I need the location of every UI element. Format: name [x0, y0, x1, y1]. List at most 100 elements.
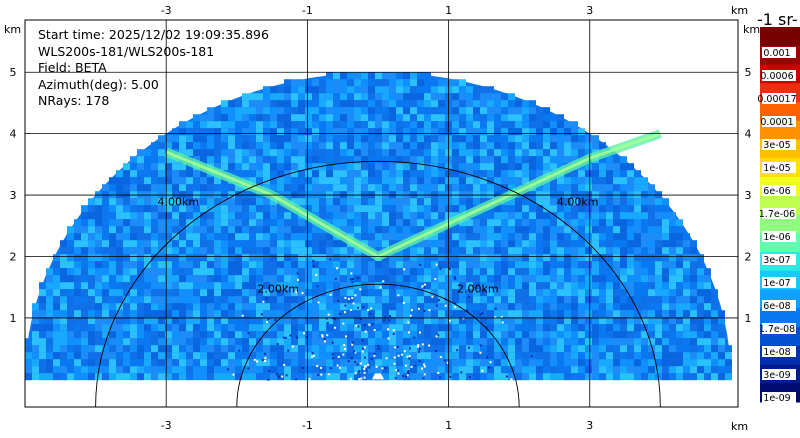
heatmap-cell	[690, 352, 697, 360]
heatmap-cell	[151, 226, 158, 234]
heatmap-cell	[263, 212, 270, 220]
heatmap-cell	[200, 142, 207, 150]
heatmap-cell	[564, 352, 571, 360]
heatmap-cell	[690, 359, 697, 367]
heatmap-cell	[515, 135, 522, 143]
heatmap-cell	[515, 254, 522, 262]
heatmap-cell	[312, 324, 319, 332]
heatmap-cell	[214, 219, 221, 227]
heatmap-cell	[529, 128, 536, 136]
heatmap-cell	[319, 366, 326, 374]
heatmap-cell	[263, 114, 270, 122]
heatmap-cell	[396, 100, 403, 108]
heatmap-cell	[368, 226, 375, 234]
heatmap-cell	[130, 170, 137, 178]
heatmap-cell	[312, 142, 319, 150]
heatmap-cell	[67, 359, 74, 367]
heatmap-cell	[165, 345, 172, 353]
heatmap-cell	[354, 338, 361, 346]
heatmap-cell	[417, 338, 424, 346]
heatmap-cell	[256, 310, 263, 318]
heatmap-cell	[564, 205, 571, 213]
heatmap-cell	[599, 268, 606, 276]
heatmap-cell	[109, 345, 116, 353]
heatmap-cell	[424, 373, 431, 381]
heatmap-cell	[473, 142, 480, 150]
speckle-cell	[296, 336, 299, 339]
heatmap-cell	[249, 247, 256, 255]
heatmap-cell	[382, 296, 389, 304]
heatmap-cell	[690, 268, 697, 276]
speckle-cell	[454, 302, 457, 305]
heatmap-cell	[221, 373, 228, 381]
heatmap-cell	[256, 289, 263, 297]
heatmap-cell	[522, 268, 529, 276]
heatmap-cell	[501, 359, 508, 367]
heatmap-cell	[277, 86, 284, 94]
heatmap-cell	[291, 254, 298, 262]
heatmap-cell	[340, 240, 347, 248]
heatmap-cell	[410, 170, 417, 178]
heatmap-cell	[410, 317, 417, 325]
heatmap-cell	[368, 352, 375, 360]
heatmap-cell	[361, 352, 368, 360]
speckle-cell	[323, 337, 326, 340]
heatmap-cell	[522, 317, 529, 325]
heatmap-cell	[396, 86, 403, 94]
heatmap-cell	[151, 317, 158, 325]
heatmap-cell	[466, 219, 473, 227]
heatmap-cell	[179, 310, 186, 318]
heatmap-cell	[305, 170, 312, 178]
heatmap-cell	[585, 170, 592, 178]
speckle-cell	[331, 353, 334, 356]
heatmap-cell	[109, 268, 116, 276]
heatmap-cell	[228, 212, 235, 220]
heatmap-cell	[270, 247, 277, 255]
heatmap-cell	[298, 79, 305, 87]
heatmap-cell	[298, 359, 305, 367]
heatmap-cell	[438, 205, 445, 213]
heatmap-cell	[249, 359, 256, 367]
heatmap-cell	[396, 107, 403, 115]
heatmap-cell	[438, 317, 445, 325]
heatmap-cell	[375, 93, 382, 101]
heatmap-cell	[389, 177, 396, 185]
heatmap-cell	[424, 135, 431, 143]
heatmap-cell	[480, 233, 487, 241]
heatmap-cell	[508, 303, 515, 311]
heatmap-cell	[529, 261, 536, 269]
heatmap-cell	[312, 93, 319, 101]
heatmap-cell	[403, 331, 410, 339]
heatmap-cell	[305, 156, 312, 164]
heatmap-cell	[326, 254, 333, 262]
heatmap-cell	[165, 135, 172, 143]
heatmap-cell	[487, 254, 494, 262]
heatmap-cell	[396, 205, 403, 213]
speckle-cell	[364, 365, 367, 368]
heatmap-cell	[361, 142, 368, 150]
heatmap-cell	[522, 128, 529, 136]
speckle-cell	[283, 363, 286, 366]
heatmap-cell	[88, 352, 95, 360]
heatmap-cell	[270, 156, 277, 164]
heatmap-cell	[613, 184, 620, 192]
heatmap-cell	[172, 219, 179, 227]
heatmap-cell	[634, 352, 641, 360]
heatmap-cell	[669, 261, 676, 269]
heatmap-cell	[627, 212, 634, 220]
heatmap-cell	[599, 170, 606, 178]
heatmap-cell	[592, 303, 599, 311]
heatmap-cell	[305, 128, 312, 136]
heatmap-cell	[207, 156, 214, 164]
heatmap-cell	[256, 114, 263, 122]
heatmap-cell	[340, 310, 347, 318]
heatmap-cell	[697, 296, 704, 304]
heatmap-cell	[396, 268, 403, 276]
heatmap-cell	[123, 331, 130, 339]
heatmap-cell	[711, 338, 718, 346]
speckle-cell	[373, 352, 376, 355]
speckle-cell	[417, 344, 420, 347]
heatmap-cell	[200, 121, 207, 129]
heatmap-cell	[557, 177, 564, 185]
heatmap-cell	[221, 233, 228, 241]
